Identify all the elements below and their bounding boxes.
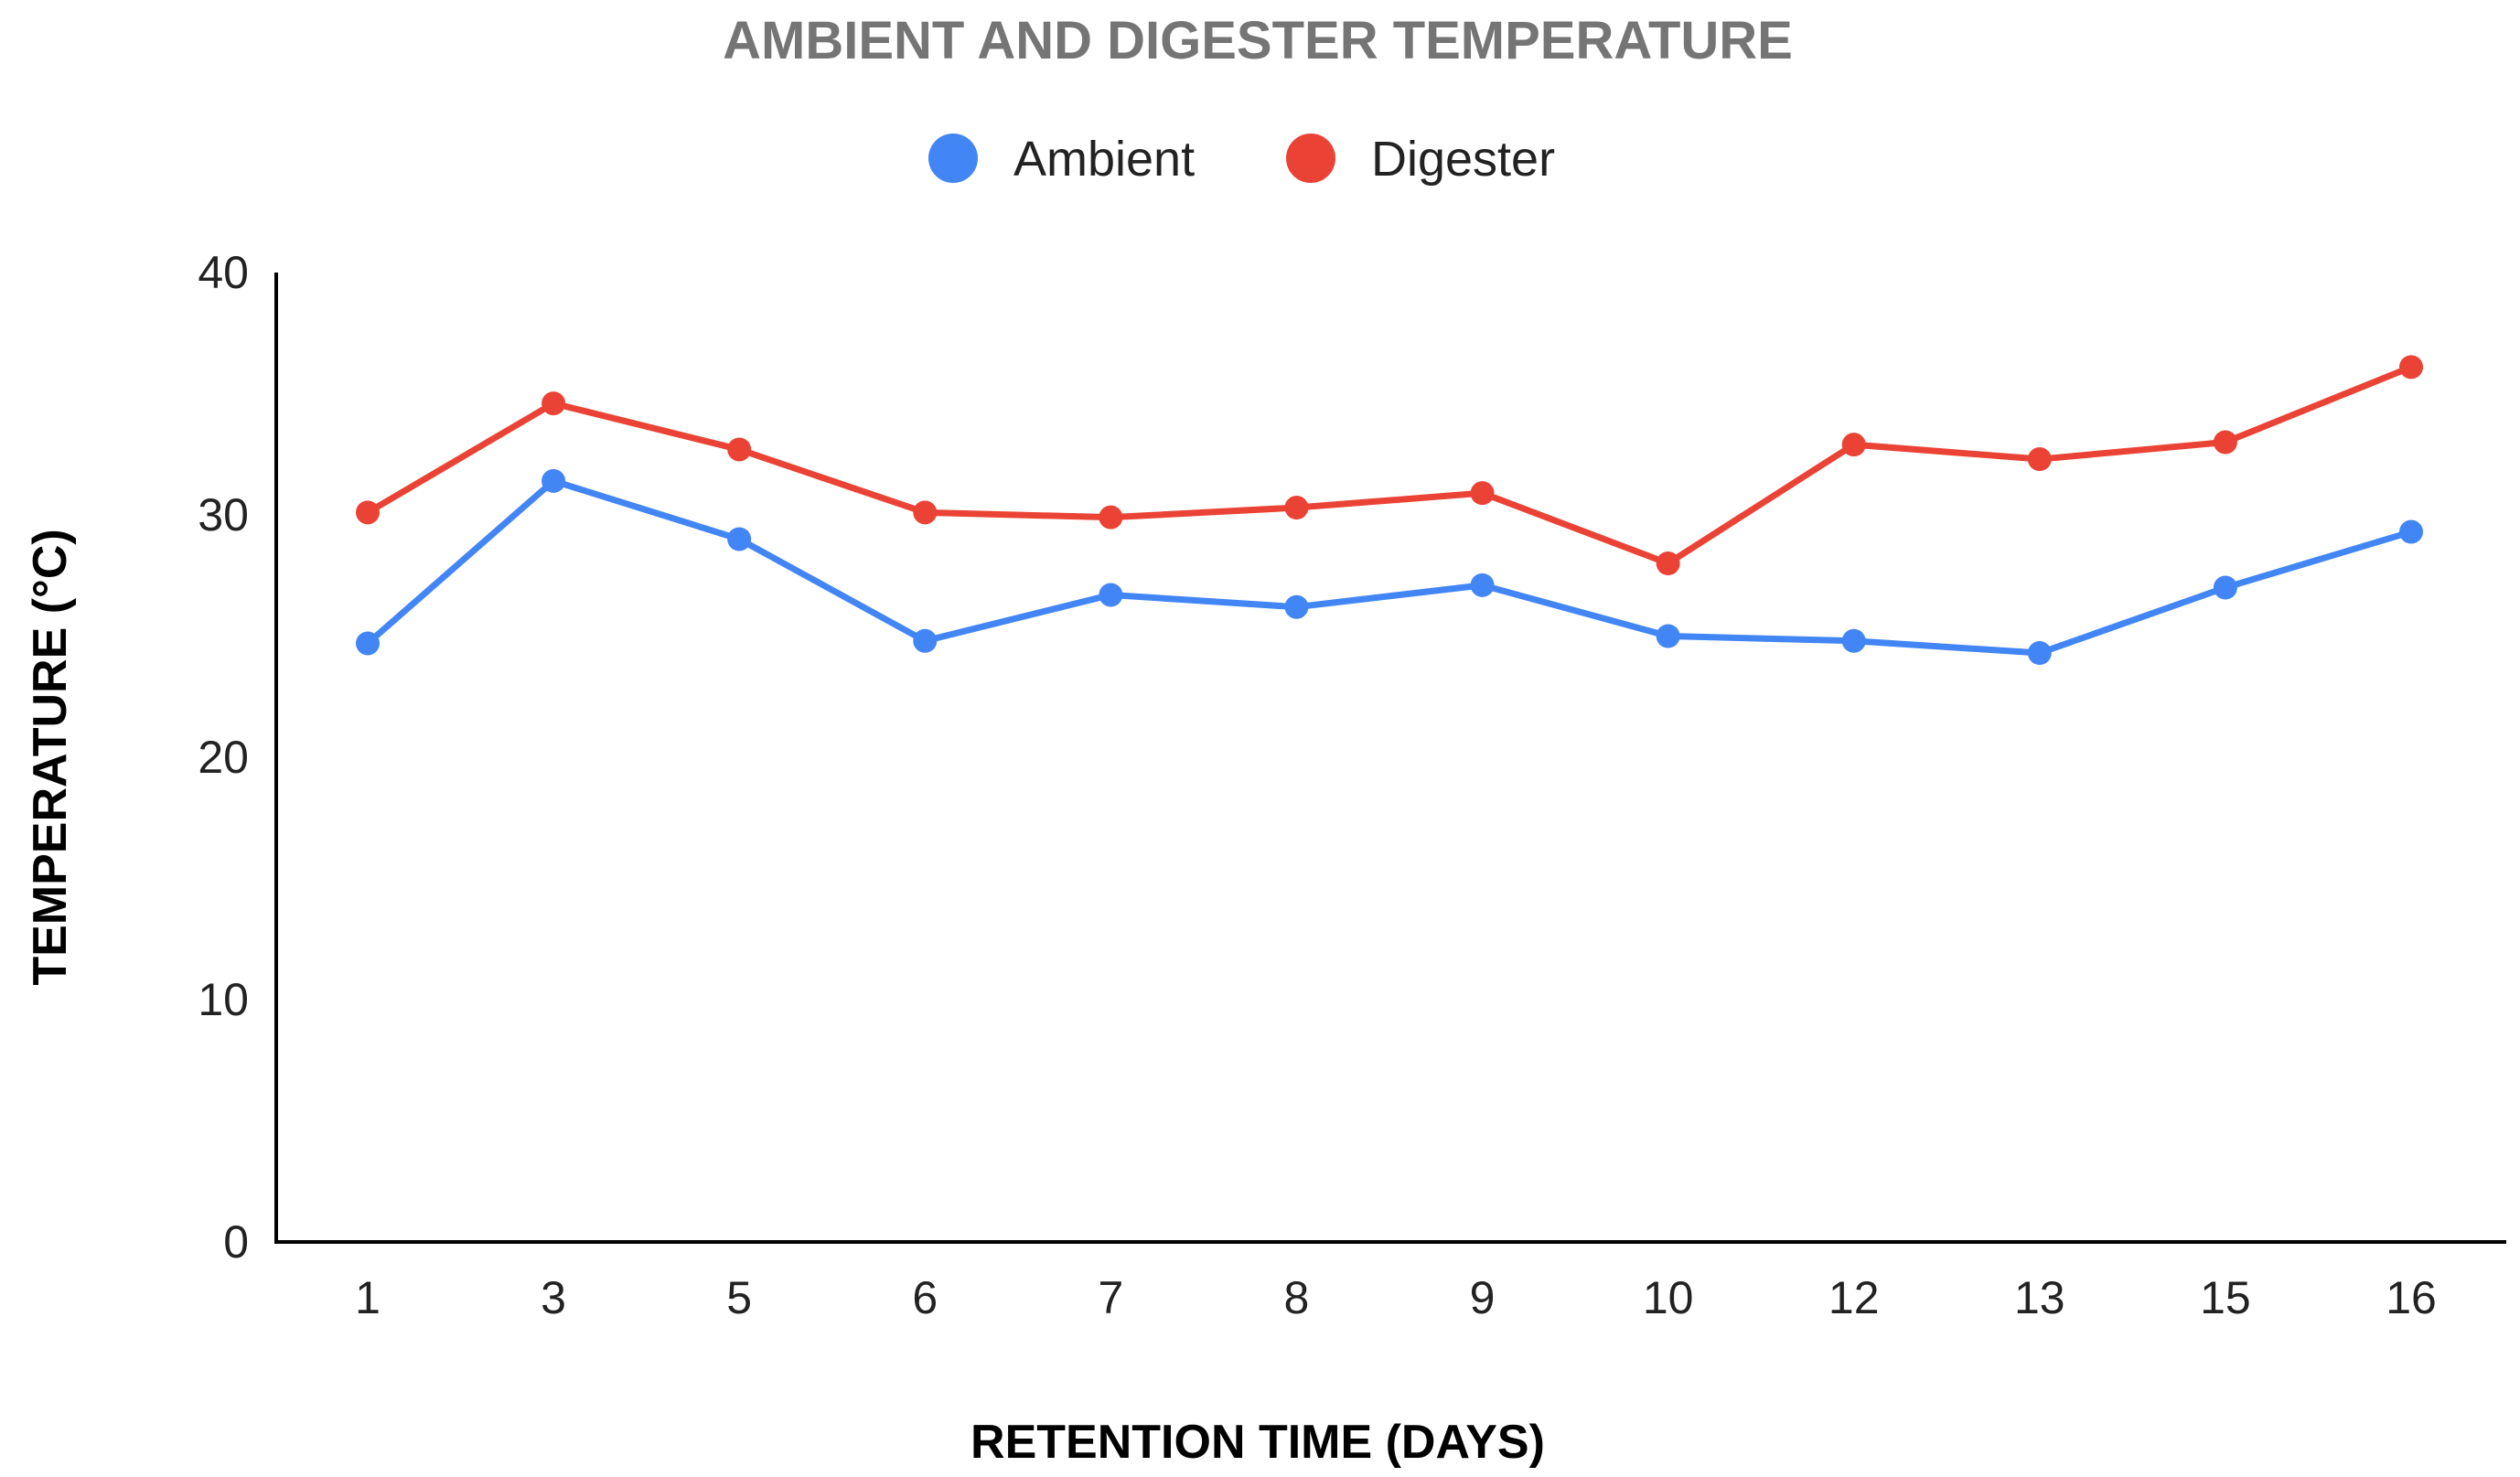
- x-tick-label: 12: [1828, 1272, 1880, 1323]
- x-axis-title: RETENTION TIME (DAYS): [970, 1416, 1545, 1469]
- legend-label-digester: Digester: [1371, 132, 1555, 187]
- data-point-digester: [542, 391, 566, 416]
- data-point-ambient: [2213, 575, 2237, 600]
- series-digester: [356, 355, 2423, 575]
- data-point-ambient: [1284, 594, 1309, 619]
- data-point-ambient: [1656, 624, 1680, 648]
- legend: Ambient Digester: [928, 132, 1555, 187]
- data-point-digester: [727, 437, 752, 462]
- x-tick-labels: 1 3 5 6 7 8 9 10 12 13 15 16: [355, 1272, 2437, 1323]
- data-point-ambient: [1841, 628, 1866, 653]
- legend-label-ambient: Ambient: [1013, 132, 1195, 187]
- series-ambient: [356, 468, 2423, 666]
- data-point-digester: [356, 500, 380, 525]
- x-tick-label: 3: [541, 1272, 566, 1323]
- x-tick-label: 10: [1643, 1272, 1694, 1323]
- data-point-ambient: [542, 468, 566, 493]
- x-tick-label: 9: [1470, 1272, 1496, 1323]
- data-point-digester: [1099, 505, 1123, 530]
- data-point-ambient: [1470, 573, 1495, 597]
- data-point-digester: [1841, 433, 1866, 457]
- data-point-digester: [1470, 481, 1495, 506]
- x-tick-label: 6: [912, 1272, 938, 1323]
- data-point-ambient: [2027, 641, 2052, 666]
- data-point-digester: [913, 500, 938, 525]
- x-tick-label: 5: [726, 1272, 752, 1323]
- data-point-digester: [2027, 447, 2052, 472]
- data-point-ambient: [913, 628, 938, 653]
- x-tick-label: 13: [2014, 1272, 2065, 1323]
- series-line-digester: [364, 363, 2415, 567]
- y-tick-label: 30: [198, 489, 249, 540]
- y-axis-title: TEMPERATURE (°C): [24, 529, 77, 985]
- data-point-digester: [2399, 355, 2423, 380]
- data-point-ambient: [2399, 519, 2423, 544]
- y-tick-label: 40: [198, 247, 249, 298]
- x-tick-label: 15: [2200, 1272, 2251, 1323]
- x-tick-label: 8: [1284, 1272, 1310, 1323]
- series-line-ambient: [364, 477, 2415, 657]
- x-tick-label: 16: [2386, 1272, 2437, 1323]
- y-tick-label: 10: [198, 974, 249, 1025]
- legend-swatch-digester: [1286, 134, 1335, 183]
- data-point-digester: [1656, 551, 1680, 575]
- y-tick-label: 0: [223, 1216, 249, 1268]
- data-point-ambient: [727, 527, 752, 551]
- x-tick-label: 1: [355, 1272, 381, 1323]
- series-layer: [356, 355, 2423, 666]
- data-point-digester: [1284, 496, 1309, 520]
- chart-title: AMBIENT AND DIGESTER TEMPERATURE: [723, 11, 1793, 70]
- y-tick-label: 20: [198, 732, 249, 783]
- data-point-digester: [2213, 430, 2237, 455]
- legend-swatch-ambient: [928, 134, 978, 183]
- data-point-ambient: [356, 631, 380, 656]
- data-point-ambient: [1099, 583, 1123, 607]
- x-tick-label: 7: [1098, 1272, 1123, 1323]
- y-tick-labels: 0 10 20 30 40: [198, 247, 249, 1268]
